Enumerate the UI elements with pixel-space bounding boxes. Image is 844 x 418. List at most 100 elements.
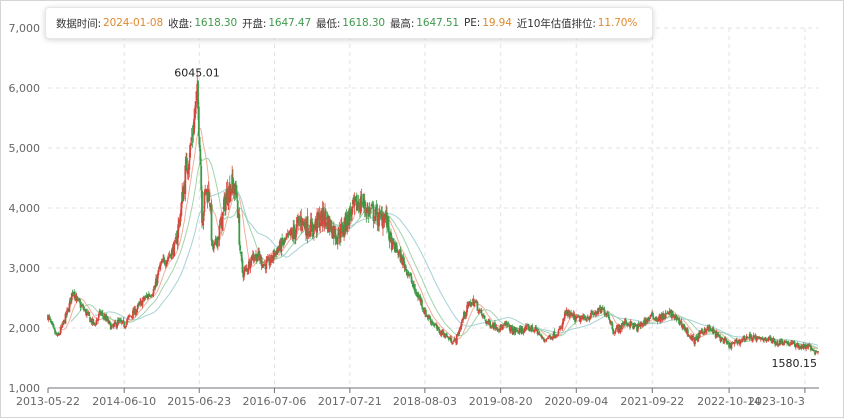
candle-body xyxy=(543,339,546,340)
candle-body xyxy=(269,263,272,266)
candle-body xyxy=(718,336,721,338)
candle-body xyxy=(490,326,493,328)
candle-body xyxy=(474,301,477,302)
candle-body xyxy=(443,333,446,338)
candle-body xyxy=(243,268,246,272)
candle-body xyxy=(101,312,104,317)
candle-body xyxy=(614,330,617,333)
candle-body xyxy=(238,213,241,245)
candle-body xyxy=(542,337,545,340)
candle-body xyxy=(664,313,667,319)
candle-body xyxy=(561,323,564,329)
candle-body xyxy=(170,249,173,260)
candle-body xyxy=(415,291,418,296)
candle-body xyxy=(514,329,517,333)
candle-body xyxy=(241,260,244,273)
candle-body xyxy=(201,190,203,223)
candle-body xyxy=(813,350,815,352)
candle-body xyxy=(300,216,303,227)
candle-body xyxy=(124,325,127,328)
candle-body xyxy=(527,324,530,326)
candle-body xyxy=(422,308,425,311)
candle-body xyxy=(435,324,438,326)
candle-body xyxy=(657,319,660,322)
candle-body xyxy=(445,333,448,337)
candle-body xyxy=(94,324,97,326)
candle-body xyxy=(92,318,95,325)
candle-body xyxy=(114,321,117,324)
candle-body xyxy=(78,298,80,300)
candle-body xyxy=(767,337,770,340)
candle-body xyxy=(774,341,777,345)
x-tick-label: 2013-05-22 xyxy=(16,395,80,408)
candle-body xyxy=(128,315,130,318)
candle-body xyxy=(468,301,471,303)
candle-body xyxy=(536,329,539,335)
candle-body xyxy=(139,300,142,302)
candle-body xyxy=(282,243,284,245)
candle-body xyxy=(545,339,548,340)
candle-body xyxy=(516,329,519,332)
candle-body xyxy=(764,337,767,341)
candle-body xyxy=(192,133,195,135)
candle-body xyxy=(464,315,467,317)
candle-body xyxy=(51,322,54,326)
candle-body xyxy=(336,237,339,245)
candle-body xyxy=(420,299,423,307)
candle-body xyxy=(85,312,88,316)
candle-body xyxy=(135,312,138,314)
candle-body xyxy=(53,327,56,330)
candle-body xyxy=(510,325,513,327)
candle-body xyxy=(209,204,211,207)
candle-body xyxy=(699,330,702,332)
candle-body xyxy=(817,351,819,353)
candle-body xyxy=(187,167,190,174)
candle-body xyxy=(709,329,712,331)
candle-body xyxy=(366,207,369,214)
candle-body xyxy=(811,348,814,351)
candle-body xyxy=(411,283,414,284)
candle-body xyxy=(773,338,776,342)
candle-body xyxy=(746,336,749,338)
candle-body xyxy=(769,336,772,340)
candle-body xyxy=(341,224,344,234)
candle-body xyxy=(721,338,724,340)
candle-body xyxy=(720,337,723,342)
candle-body xyxy=(755,337,758,341)
candle-body xyxy=(353,197,356,207)
candle-body xyxy=(725,339,728,344)
candle-body xyxy=(99,311,102,315)
candle-body xyxy=(547,338,550,339)
candle-body xyxy=(165,263,168,266)
candle-body xyxy=(167,256,170,258)
candle-body xyxy=(116,319,119,326)
candle-body xyxy=(64,313,67,324)
candle-body xyxy=(88,312,91,316)
y-tick-label: 7,000 xyxy=(9,22,41,35)
candle-body xyxy=(450,337,453,343)
x-tick-label: 2020-09-04 xyxy=(544,395,608,408)
candle-body xyxy=(553,331,556,338)
tooltip-label: 最低: xyxy=(316,17,341,30)
candle-body xyxy=(531,325,534,330)
candle-body xyxy=(688,335,691,337)
candle-body xyxy=(483,315,486,319)
candle-body xyxy=(355,194,358,211)
candle-body xyxy=(793,341,796,344)
tooltip-value: 1647.51 xyxy=(416,17,460,29)
candle-body xyxy=(484,319,487,321)
candle-body xyxy=(766,339,769,341)
candle-body xyxy=(651,312,654,317)
candle-body xyxy=(613,332,616,334)
candle-body xyxy=(136,309,138,313)
candle-body xyxy=(716,331,719,336)
candle-body xyxy=(130,316,133,317)
candle-body xyxy=(717,334,719,336)
candle-body xyxy=(781,340,784,345)
candle-body xyxy=(629,321,632,327)
candle-body xyxy=(622,321,625,326)
candle-body xyxy=(174,239,176,243)
candle-body xyxy=(631,323,634,325)
candle-body xyxy=(499,324,502,331)
